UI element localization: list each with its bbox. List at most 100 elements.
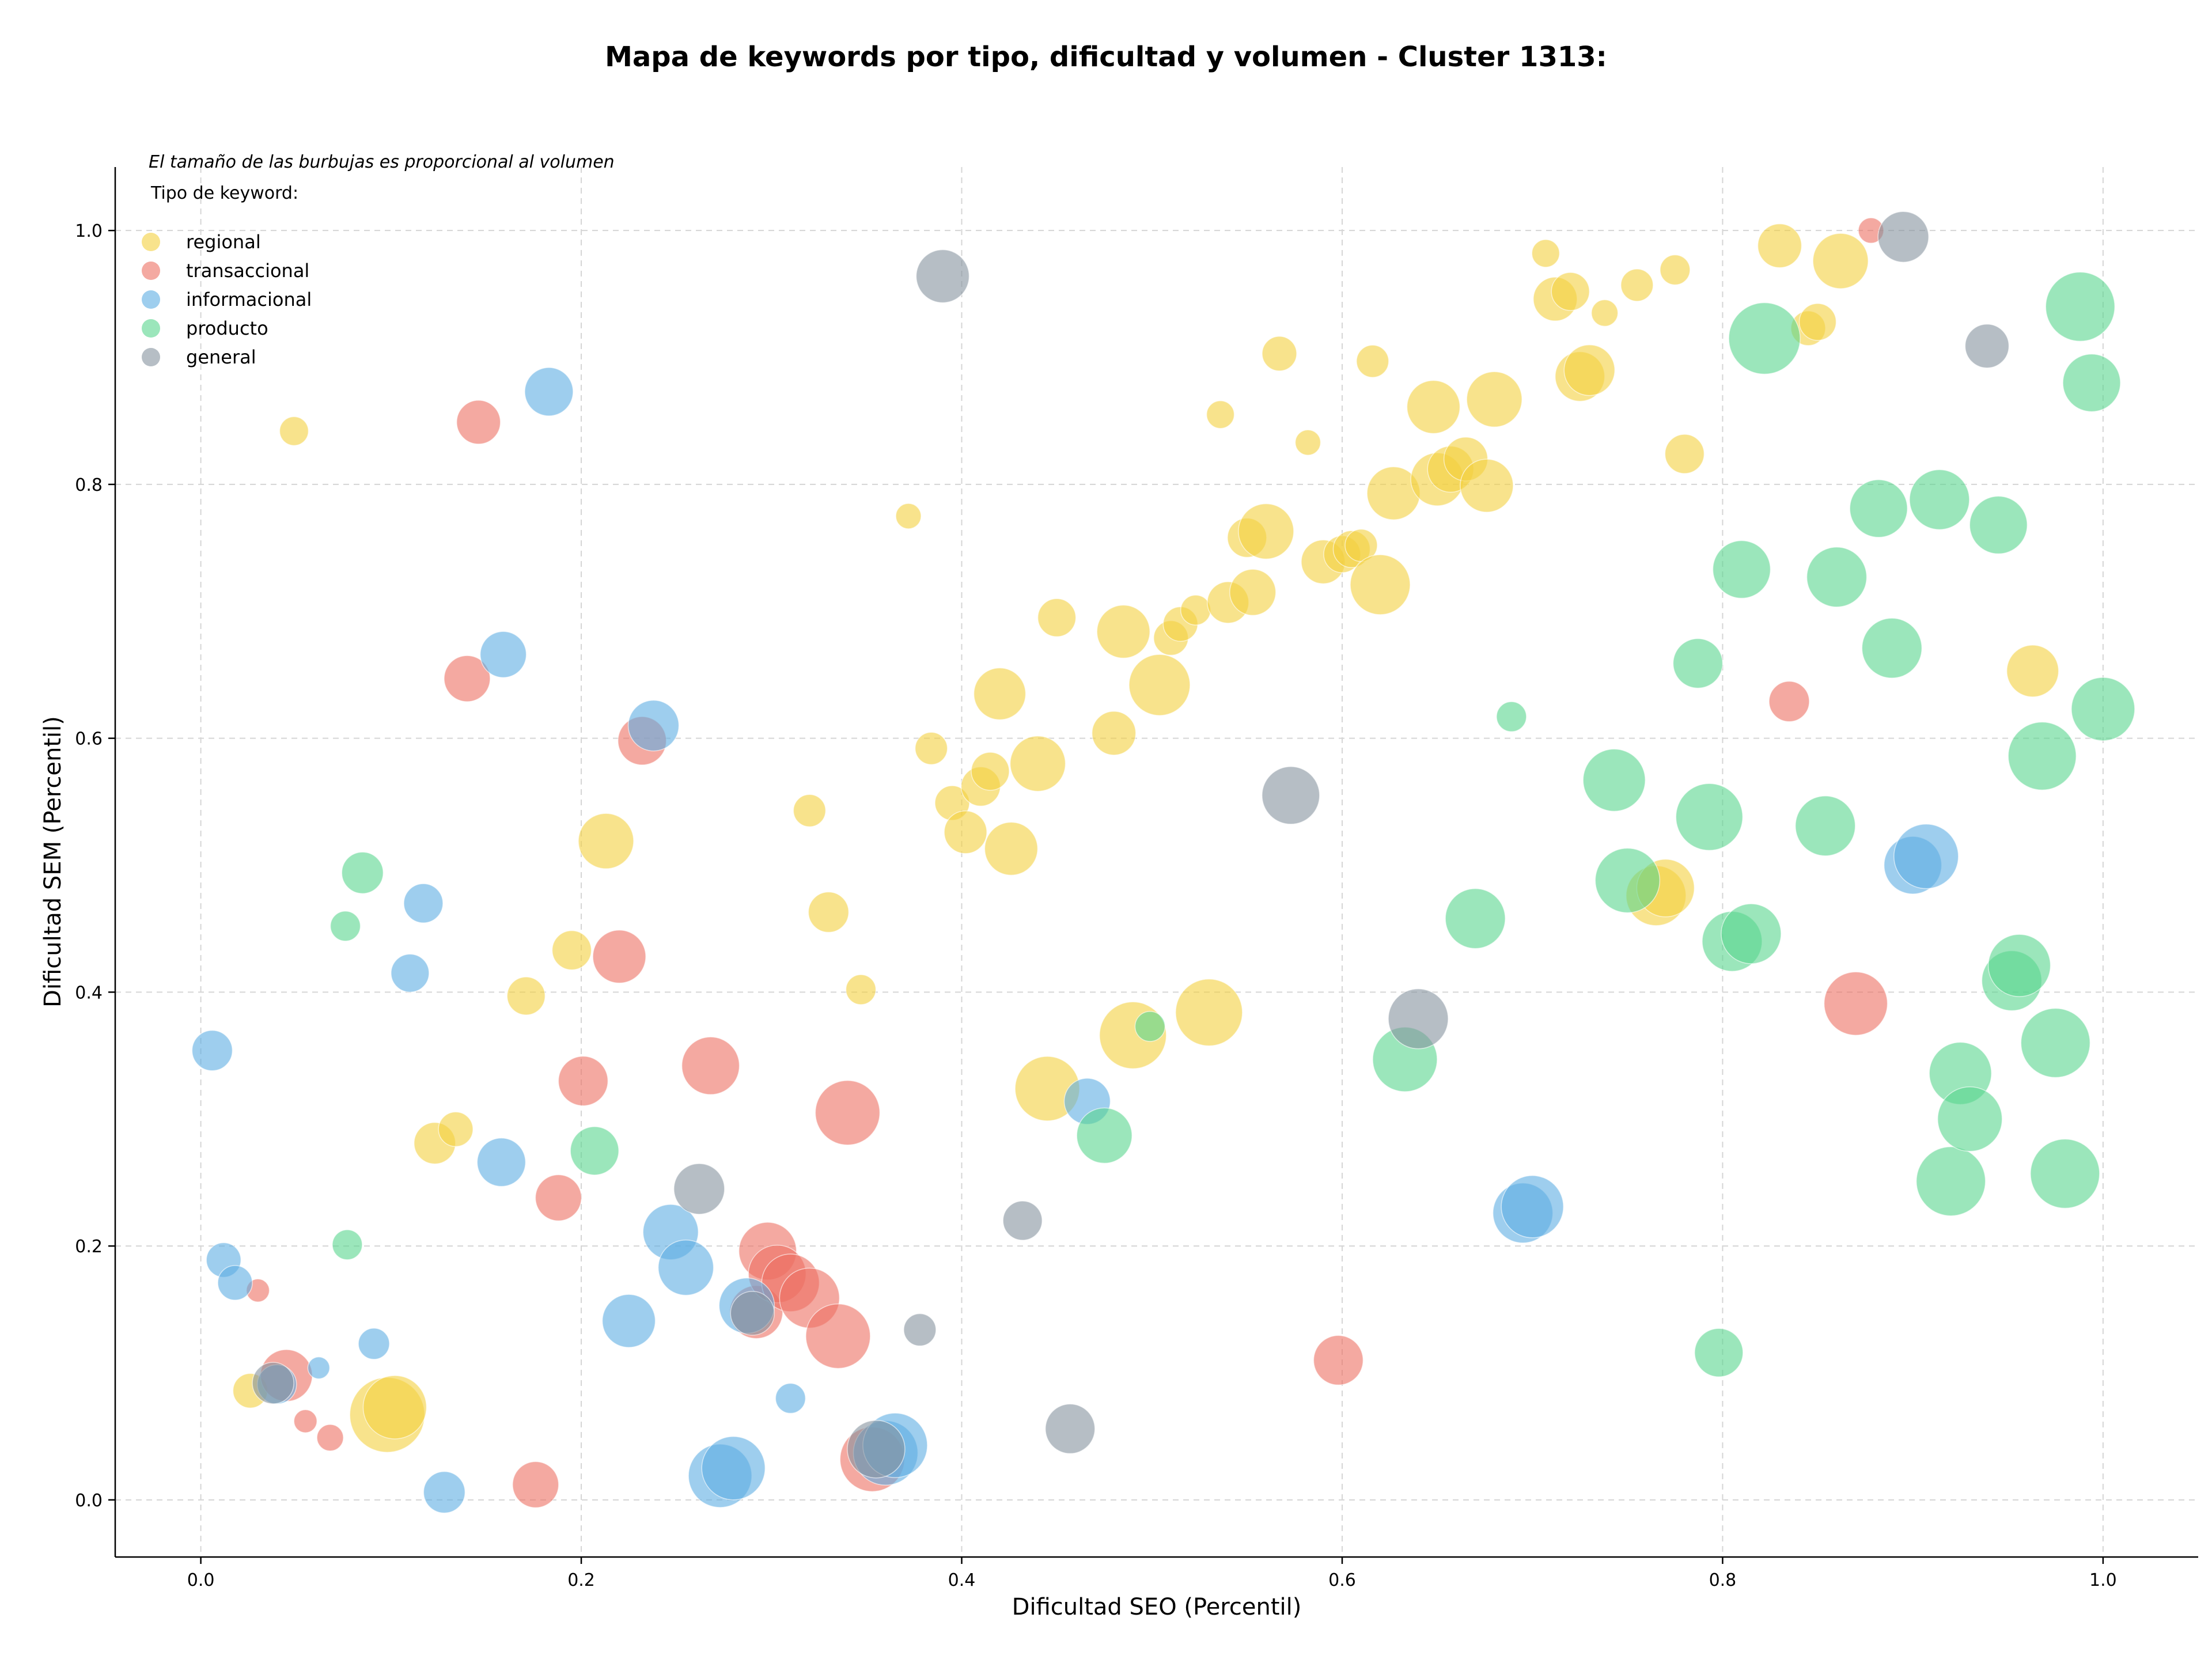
bubble-producto [1915, 1146, 1986, 1217]
bubble-informacional [391, 953, 430, 993]
bubble-transaccional [535, 1174, 582, 1222]
bubble-transaccional [592, 929, 646, 984]
bubble-producto [332, 1229, 363, 1260]
bubble-producto [1969, 495, 2028, 555]
bubble-producto [2020, 1007, 2091, 1078]
bubble-regional [1812, 233, 1869, 289]
bubble-general [252, 1362, 294, 1404]
bubble-regional [551, 930, 592, 971]
bubble-informacional [775, 1382, 806, 1414]
x-tick-label: 0.4 [948, 1570, 976, 1590]
y-tick-label: 1.0 [75, 221, 103, 241]
bubble-producto [1937, 1086, 2003, 1152]
bubble-producto [1861, 618, 1923, 679]
bubble-regional [914, 732, 948, 766]
x-tick-label: 0.2 [567, 1570, 595, 1590]
bubble-informacional [476, 1137, 527, 1187]
bubble-producto [329, 911, 361, 942]
bubble-producto [1445, 888, 1506, 949]
bubble-regional [1551, 272, 1590, 311]
bubble-producto [1987, 934, 2051, 997]
bubble-regional [1356, 344, 1389, 378]
bubble-regional [808, 891, 850, 933]
bubble-transaccional [681, 1036, 740, 1095]
legend-marker-regional [142, 233, 160, 251]
legend-marker-informacional [142, 290, 160, 309]
bubble-regional [1350, 554, 1411, 615]
legend-label-general: general [186, 346, 256, 368]
bubble-transaccional [293, 1409, 317, 1433]
bubble-general [1388, 988, 1449, 1050]
bubble-regional [1180, 594, 1211, 626]
bubble-transaccional [444, 655, 491, 702]
bubble-producto [1806, 547, 1868, 608]
bubble-regional [895, 503, 922, 529]
bubble-producto [341, 851, 384, 894]
bubble-producto [1694, 1328, 1744, 1377]
bubble-regional [1798, 303, 1837, 341]
bubble-transaccional [1768, 680, 1810, 722]
y-tick-label: 0.6 [75, 729, 103, 749]
bubble-regional [1563, 344, 1616, 396]
bubble-regional [971, 752, 1010, 791]
x-tick-label: 1.0 [2089, 1570, 2117, 1590]
series-informacional [191, 367, 1959, 1514]
bubble-producto [2071, 677, 2135, 741]
legend: Tipo de keyword: regional transaccional in… [142, 183, 312, 368]
legend-marker-producto [142, 319, 160, 338]
legend-marker-general [142, 348, 160, 366]
bubble-regional [793, 794, 827, 828]
bubble-transaccional [456, 400, 501, 445]
bubble-transaccional [1823, 971, 1888, 1036]
bubble-regional [1460, 459, 1514, 513]
bubble-producto [2062, 353, 2121, 412]
bubble-regional [1664, 434, 1705, 474]
bubble-producto [1134, 1011, 1166, 1042]
grid [115, 167, 2198, 1557]
bubble-regional [1229, 569, 1277, 616]
bubble-general [730, 1291, 775, 1336]
legend-marker-transaccional [142, 262, 160, 280]
x-tick-label: 0.8 [1709, 1570, 1737, 1590]
bubble-producto [1675, 783, 1744, 851]
bubble-producto [1728, 302, 1801, 375]
bubble-regional [1620, 268, 1654, 302]
bubble-producto [1594, 847, 1661, 914]
bubble-regional [1091, 711, 1137, 756]
bubble-producto [1795, 795, 1856, 857]
bubble-general [847, 1419, 906, 1479]
bubble-informacional [307, 1356, 331, 1380]
bubble-informacional [217, 1265, 253, 1301]
bubble-general [1964, 323, 2010, 369]
bubble-regional [973, 667, 1027, 721]
legend-title: Tipo de keyword: [150, 183, 298, 203]
series-general [252, 211, 2010, 1479]
bubble-regional [1294, 429, 1321, 456]
legend-label-regional: regional [186, 231, 261, 253]
y-tick-label: 0.0 [75, 1491, 103, 1511]
bubble-producto [1712, 540, 1771, 599]
bubble-producto [1076, 1107, 1132, 1164]
bubble-regional [1128, 654, 1191, 716]
bubble-producto [570, 1126, 619, 1176]
bubble-regional [845, 974, 877, 1005]
bubble-regional [362, 1375, 427, 1440]
bubble-informacional [627, 699, 680, 752]
ticks: 0.0 0.2 0.4 0.6 0.8 1.0 0.0 0.2 0.4 0.6 0.8 1.0 [75, 221, 2116, 1590]
bubble-regional [1262, 336, 1297, 372]
bubble-regional [1009, 735, 1066, 792]
size-annotation: El tamaño de las burbujas es proporciona… [149, 152, 615, 172]
y-tick-label: 0.2 [75, 1237, 103, 1257]
bubble-regional [506, 976, 546, 1016]
bubble-regional [1757, 223, 1802, 268]
y-axis-label: Dificultad SEM (Percentil) [40, 716, 66, 1007]
axes [114, 167, 2198, 1558]
series-producto [329, 271, 2135, 1377]
bubble-informacional [403, 883, 444, 923]
bubble-general [1262, 766, 1320, 825]
bubble-regional [1660, 254, 1691, 286]
legend-label-transaccional: transaccional [186, 260, 309, 282]
bubble-general [1002, 1200, 1043, 1241]
